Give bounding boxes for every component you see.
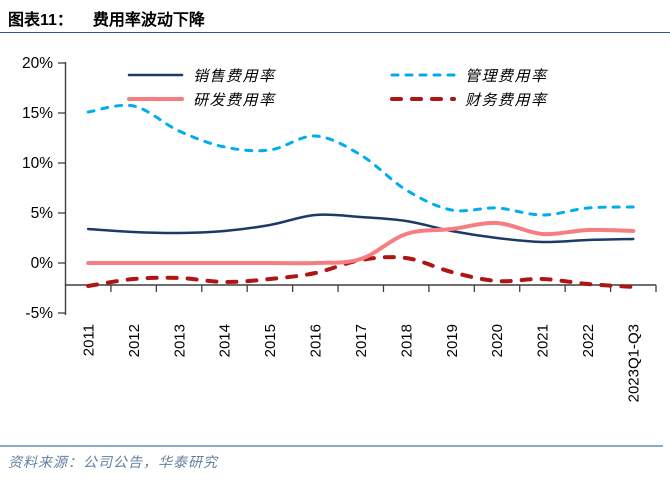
title-divider	[0, 32, 670, 33]
legend-item-finance: 财务费用率	[390, 92, 548, 109]
series-line-admin-expense-ratio	[86, 103, 635, 217]
x-axis-label: 2017	[353, 324, 370, 357]
x-axis-label: 2023Q1-Q3	[625, 324, 642, 402]
source-divider	[0, 445, 663, 447]
figure-title-row: 图表11： 费用率波动下降	[8, 6, 205, 30]
x-axis-label: 2013	[171, 324, 188, 357]
rnd-line-swatch	[127, 92, 184, 106]
y-axis-label: 10%	[22, 155, 53, 172]
sales-line-swatch	[127, 68, 184, 82]
y-axis-label: 0%	[31, 255, 54, 272]
x-axis-label: 2020	[489, 324, 506, 357]
x-axis-label: 2022	[580, 324, 597, 357]
legend-label-rnd: 研发费用率	[193, 92, 276, 109]
y-axis-label: -5%	[25, 305, 53, 322]
x-axis-label: 2015	[262, 324, 279, 357]
legend-label-finance: 财务费用率	[465, 92, 548, 109]
series-line-finance-expense-ratio	[86, 255, 636, 289]
figure-title: 费用率波动下降	[92, 12, 205, 29]
y-axis-label: 20%	[22, 55, 53, 72]
legend-item-sales: 销售费用率	[127, 68, 276, 85]
x-axis-label: 2014	[217, 324, 234, 357]
legend-item-admin: 管理费用率	[390, 68, 548, 85]
legend-label-sales: 销售费用率	[193, 68, 276, 85]
admin-line-swatch	[390, 68, 456, 82]
figure-number-label: 图表11：	[8, 12, 73, 29]
series-line-rnd-expense-ratio	[86, 220, 636, 266]
x-axis-label: 2018	[398, 324, 415, 357]
x-axis-label: 2019	[444, 324, 461, 357]
x-axis-label: 2011	[80, 324, 97, 356]
source-note: 资料来源：公司公告，华泰研究	[8, 456, 218, 471]
x-axis-label: 2021	[535, 324, 552, 357]
legend-label-admin: 管理费用率	[465, 68, 548, 85]
y-axis-label: 5%	[31, 205, 54, 222]
finance-line-swatch	[390, 92, 456, 106]
y-axis-label: 15%	[22, 105, 53, 122]
series-line-sales-expense-ratio	[86, 213, 635, 244]
x-axis-label: 2016	[308, 324, 325, 357]
legend-item-rnd: 研发费用率	[127, 92, 276, 109]
x-axis-label: 2012	[126, 324, 143, 357]
